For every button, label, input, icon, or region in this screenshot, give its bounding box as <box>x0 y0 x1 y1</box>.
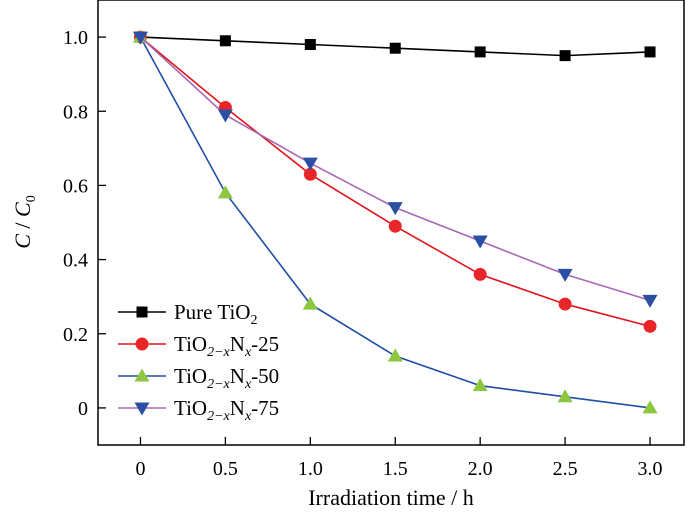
legend-label-part: -50 <box>251 364 279 388</box>
y-axis: 0 0.2 0.4 0.6 0.8 1.0 <box>63 27 106 420</box>
series-1 <box>133 30 657 333</box>
data-point <box>642 294 658 308</box>
x-tick-label: 1.5 <box>383 458 408 480</box>
data-point <box>473 267 487 281</box>
legend-label-part: N <box>230 332 245 356</box>
y-tick-label: 0 <box>78 398 88 420</box>
data-point <box>388 219 402 233</box>
series-line <box>139 36 651 302</box>
data-point <box>642 400 658 414</box>
series-layer <box>132 29 658 414</box>
y-tick-label: 0.6 <box>63 175 88 197</box>
y-tick-label: 0.4 <box>63 250 88 272</box>
legend-label-part: TiO <box>174 396 207 420</box>
data-point <box>474 46 486 58</box>
data-point <box>304 39 316 50</box>
legend-label-part: 2−x <box>207 345 230 360</box>
data-point <box>558 297 572 311</box>
data-point <box>557 389 573 403</box>
legend-label-part: Pure TiO <box>174 300 250 324</box>
legend-label-part: x <box>244 409 252 424</box>
y-axis-title-c0: C <box>10 202 35 217</box>
series-2 <box>132 29 658 414</box>
x-tick-label: 2.0 <box>468 458 493 480</box>
legend-item-3: TiO2−xNx-75 <box>118 396 279 424</box>
legend-label-part: x <box>244 345 252 360</box>
legend-label-part: 2−x <box>207 409 230 424</box>
series-line <box>139 36 651 328</box>
data-point <box>387 202 403 216</box>
data-point <box>644 46 656 58</box>
plot-frame <box>97 0 685 446</box>
y-axis-title: C / C0 <box>10 195 39 249</box>
legend-label-part: N <box>230 364 245 388</box>
y-tick-label: 0.8 <box>63 101 88 123</box>
data-point <box>217 109 233 123</box>
data-point <box>132 31 148 45</box>
data-point <box>559 50 571 62</box>
data-point <box>302 296 318 310</box>
y-tick-label: 0.2 <box>63 324 88 346</box>
x-tick-label: 1.0 <box>298 458 323 480</box>
x-tick-label: 2.5 <box>553 458 578 480</box>
legend-label: TiO2−xNx-25 <box>174 332 279 360</box>
data-point <box>472 378 488 392</box>
x-axis: 0 0.5 1.0 1.5 2.0 2.5 3.0 <box>135 437 663 480</box>
data-point <box>303 167 317 181</box>
data-point <box>643 319 657 333</box>
x-tick-label: 0.5 <box>213 458 238 480</box>
legend-marker <box>134 368 150 382</box>
data-point <box>472 235 488 249</box>
data-point <box>219 35 231 47</box>
legend-marker <box>134 402 150 416</box>
y-axis-title-sep: / <box>10 217 35 234</box>
x-tick-label: 3.0 <box>638 458 663 480</box>
legend-label-part: N <box>230 396 245 420</box>
legend-label: TiO2−xNx-50 <box>174 364 279 392</box>
legend-label-part: TiO <box>174 364 207 388</box>
y-axis-title-sub: 0 <box>24 195 39 202</box>
data-point <box>387 348 403 362</box>
legend-label-part: -75 <box>251 396 279 420</box>
legend: Pure TiO2TiO2−xNx-25TiO2−xNx-50TiO2−xNx-… <box>118 300 279 424</box>
legend-label-part: x <box>244 377 252 392</box>
series-0 <box>134 31 656 62</box>
data-point <box>217 185 233 199</box>
legend-marker <box>135 337 149 351</box>
series-3 <box>132 31 658 308</box>
y-tick-label: 1.0 <box>63 27 88 49</box>
legend-label-part: 2 <box>250 313 257 328</box>
data-point <box>557 268 573 282</box>
legend-label: Pure TiO2 <box>174 300 257 328</box>
data-point <box>389 42 401 54</box>
y-axis-title-c: C <box>10 234 35 249</box>
legend-item-2: TiO2−xNx-50 <box>118 364 279 392</box>
legend-label: TiO2−xNx-75 <box>174 396 279 424</box>
x-tick-label: 0 <box>135 458 145 480</box>
legend-label-part: -25 <box>251 332 279 356</box>
legend-label-part: 2−x <box>207 377 230 392</box>
x-axis-title: Irradiation time / h <box>308 485 474 510</box>
data-point <box>302 157 318 171</box>
legend-item-1: TiO2−xNx-25 <box>118 332 279 360</box>
legend-item-0: Pure TiO2 <box>118 300 257 328</box>
legend-marker <box>136 306 148 318</box>
legend-label-part: TiO <box>174 332 207 356</box>
